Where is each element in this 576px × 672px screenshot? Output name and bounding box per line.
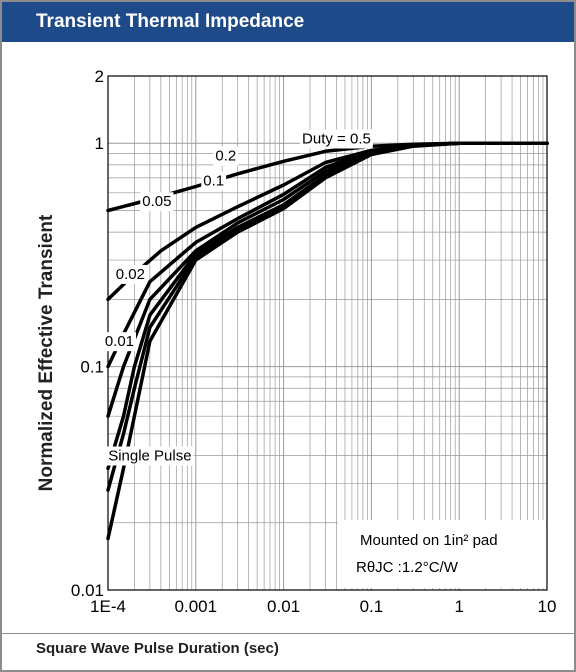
x-tick-label: 0.001 bbox=[175, 597, 218, 616]
annotation-box: Mounted on 1in² pad RθJC :1.2°C/W bbox=[338, 520, 546, 588]
y-tick-label: 2 bbox=[95, 67, 104, 86]
y-tick-label: 1 bbox=[95, 134, 104, 153]
series-label: Single Pulse bbox=[106, 446, 194, 466]
annotation-line2: RθJC :1.2°C/W bbox=[356, 559, 459, 576]
chart-title: Transient Thermal Impedance bbox=[2, 2, 574, 42]
series-labels: Duty = 0.5 0.2 0.1 0.05 0.02 0.01 Single Pulse bbox=[102, 129, 373, 466]
annotation-line1: Mounted on 1in² pad bbox=[360, 532, 498, 549]
x-tick-label: 0.1 bbox=[360, 597, 384, 616]
grid-lines bbox=[107, 75, 547, 591]
axes bbox=[107, 75, 548, 591]
tick-labels: 1E-4 0.001 0.01 0.1 1 100.010.112 bbox=[71, 67, 557, 616]
curves bbox=[106, 141, 549, 541]
plot-border bbox=[107, 75, 548, 591]
series-label: 0.02 bbox=[113, 264, 148, 284]
series-label-text: 0.1 bbox=[203, 173, 224, 190]
y-tick-label: 0.1 bbox=[80, 358, 104, 377]
series-label: 0.2 bbox=[213, 146, 239, 166]
series-label: Duty = 0.5 bbox=[300, 129, 373, 149]
series-line bbox=[106, 141, 549, 418]
series-label-text: 0.05 bbox=[142, 193, 171, 210]
series-label: 0.1 bbox=[201, 171, 227, 191]
x-tick-label: 1 bbox=[454, 597, 463, 616]
x-tick-label: 10 bbox=[538, 597, 557, 616]
x-tick-label: 1E-4 bbox=[90, 597, 126, 616]
footer-divider bbox=[2, 633, 574, 634]
series-label: 0.05 bbox=[140, 192, 174, 212]
series-label-text: Single Pulse bbox=[108, 448, 191, 465]
y-tick-label: 0.01 bbox=[71, 581, 104, 600]
series-label-text: 0.01 bbox=[105, 333, 134, 350]
series-line bbox=[106, 141, 549, 492]
x-tick-label: 0.01 bbox=[267, 597, 300, 616]
series-label: 0.01 bbox=[102, 332, 137, 352]
series-label-text: Duty = 0.5 bbox=[302, 131, 371, 148]
x-axis-title: Square Wave Pulse Duration (sec) bbox=[36, 640, 279, 657]
series-line bbox=[106, 141, 549, 541]
series-label-text: 0.2 bbox=[215, 148, 236, 165]
series-label-text: 0.02 bbox=[116, 266, 145, 283]
y-axis-title: Normalized Effective Transient bbox=[36, 214, 57, 491]
